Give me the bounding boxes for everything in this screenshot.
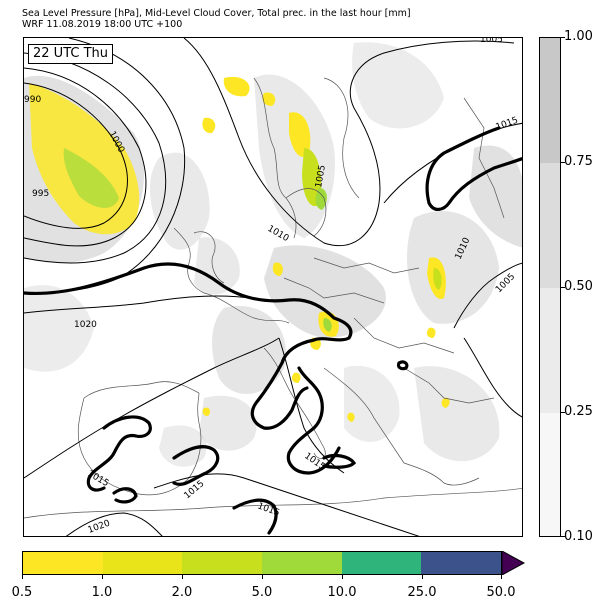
cloud-tickmark bbox=[561, 37, 565, 38]
prec-bar-segment bbox=[23, 552, 103, 574]
prec-tickmark bbox=[501, 575, 502, 579]
map-subtitle: WRF 11.08.2019 18:00 UTC +100 bbox=[22, 19, 183, 30]
cloud-bar-segment-top bbox=[540, 38, 560, 163]
cloud-bar-segment-lower bbox=[540, 288, 560, 413]
map-canvas: 990 995 1000 1005 1005 1005 1010 1010 10… bbox=[24, 38, 522, 536]
isobar-label-1005-top: 1005 bbox=[480, 38, 503, 45]
prec-tickmark bbox=[102, 575, 103, 579]
prec-tickmark bbox=[422, 575, 423, 579]
isobar-label-1020-atlantic: 1020 bbox=[74, 320, 97, 330]
cloud-tickmark bbox=[561, 536, 565, 537]
cloud-cover-colorbar bbox=[539, 37, 561, 537]
map-title: Sea Level Pressure [hPa], Mid-Level Clou… bbox=[22, 8, 411, 19]
prec-tick-label: 25.0 bbox=[407, 585, 437, 600]
coastlines bbox=[24, 77, 522, 519]
prec-tick-label: 50.0 bbox=[486, 585, 516, 600]
prec-tick-label: 0.5 bbox=[11, 585, 33, 600]
prec-tickmark bbox=[262, 575, 263, 579]
cloud-tick-label: 0.75 bbox=[564, 154, 593, 169]
isobar-1015-thick bbox=[24, 126, 522, 535]
precipitation-colorbar bbox=[22, 551, 502, 575]
prec-tick-label: 5.0 bbox=[251, 585, 273, 600]
prec-bar-segment bbox=[262, 552, 342, 574]
weather-map: 990 995 1000 1005 1005 1005 1010 1010 10… bbox=[23, 37, 523, 537]
prec-bar-segment bbox=[182, 552, 263, 574]
prec-bar-segment bbox=[102, 552, 183, 574]
prec-bar-extend-arrow bbox=[502, 551, 526, 575]
prec-bar-segment bbox=[341, 552, 422, 574]
prec-tickmark bbox=[342, 575, 343, 579]
cloud-tickmark bbox=[561, 412, 565, 413]
prec-tick-label: 10.0 bbox=[327, 585, 357, 600]
time-badge: 22 UTC Thu bbox=[28, 44, 113, 64]
prec-tick-label: 1.0 bbox=[91, 585, 113, 600]
cloud-tickmark bbox=[561, 287, 565, 288]
cloud-bar-segment-bottom bbox=[540, 413, 560, 536]
isobar-label-995: 995 bbox=[32, 189, 49, 199]
isobar-label-990: 990 bbox=[24, 95, 41, 105]
cloud-tick-label: 0.50 bbox=[564, 279, 593, 294]
prec-tickmark bbox=[22, 575, 23, 579]
cloud-tick-label: 0.10 bbox=[564, 529, 593, 544]
cloud-tick-label: 0.25 bbox=[564, 404, 593, 419]
precipitation-layer bbox=[29, 76, 450, 422]
isobar-label-1005-north: 1005 bbox=[314, 164, 328, 188]
prec-tick-label: 2.0 bbox=[171, 585, 193, 600]
cloud-bar-segment-upper bbox=[540, 163, 560, 288]
prec-bar-segment bbox=[421, 552, 502, 574]
cloud-tick-label: 1.00 bbox=[564, 29, 593, 44]
prec-tickmark bbox=[182, 575, 183, 579]
cloud-tickmark bbox=[561, 162, 565, 163]
